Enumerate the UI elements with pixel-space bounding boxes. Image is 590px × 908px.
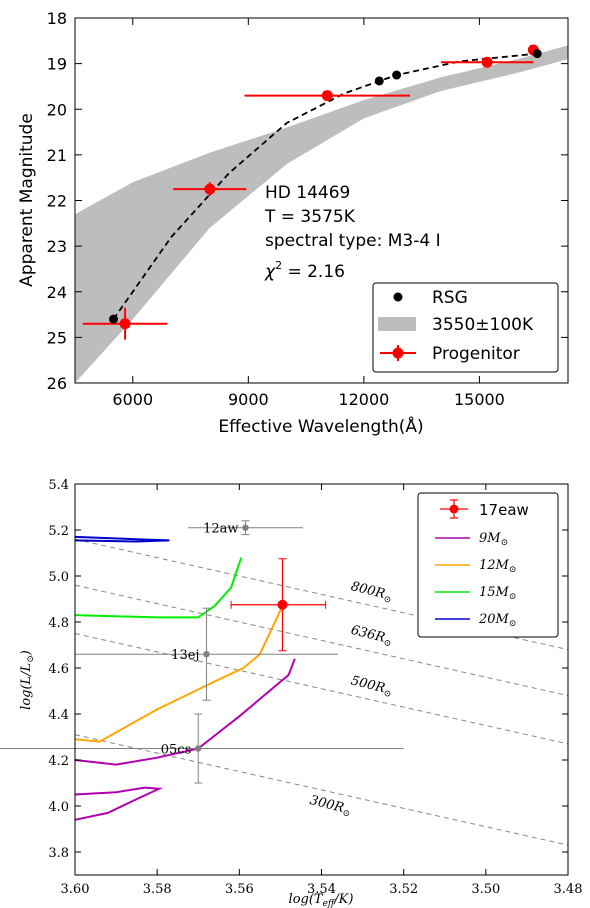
x2-tick-label-6: 3.48 [554,882,583,897]
legend-2: 17eaw 9M⊙ 12M⊙ 15M⊙ 20M⊙ [417,492,559,638]
comp-point-0 [242,524,249,531]
progenitor-point-1 [204,183,216,195]
radius-label-2: 500R⊙ [349,673,394,700]
x2-tick-label-2: 3.56 [225,882,254,897]
y2-tick-label-1: 4.0 [48,800,69,815]
comp-point-2 [195,745,202,752]
comp-label-1: 13ej [171,648,199,663]
x2-tick-label-3: 3.54 [307,882,336,897]
rsg-point-2 [392,70,402,80]
y-tick-label-7: 25 [47,328,67,347]
y2-tick-label-3: 4.4 [48,708,69,723]
y2-tick-label-4: 4.6 [48,662,69,677]
y-tick-label-1: 19 [47,55,67,74]
track-15M [74,557,243,619]
x-axis-ticks-2: 3.60 3.58 3.56 3.54 3.52 3.50 3.48 [61,484,583,897]
progenitor-point-0 [119,318,131,330]
x-tick-label-1: 9000 [228,390,269,409]
y2-tick-label-6: 5.0 [48,570,69,585]
sed-chart: 6000 9000 12000 15000 18 19 20 21 22 23 24 25 26 Ef… [17,9,569,437]
legend-1: RSG 3550±100K Progenitor [372,282,559,373]
y2-tick-label-0: 3.8 [48,846,69,861]
y2-tick-label-8: 5.4 [48,478,69,493]
x-tick-label-0: 6000 [112,390,153,409]
radius-line-2 [74,633,569,745]
y-tick-label-8: 26 [47,374,67,393]
x-tick-label-3: 15000 [454,390,505,409]
legend-progenitor-label: Progenitor [432,344,520,364]
progenitor-17eaw [230,558,327,652]
y-tick-label-5: 23 [47,237,67,256]
legend-rsg-marker [393,292,403,302]
17eaw-point [277,599,288,610]
rsg-points [109,49,542,324]
annotation-type: spectral type: M3-4 I [265,231,441,251]
comp-point-1 [203,651,210,658]
y-axis-ticks: 18 19 20 21 22 23 24 25 26 [47,9,568,393]
annotation-chi2: χ2 = 2.16 [264,259,345,282]
legend-band-swatch [378,317,416,331]
legend-rsg-label: RSG [432,288,468,308]
progenitor-point-2 [321,90,333,102]
x-tick-label-2: 12000 [338,390,389,409]
radius-line-0 [74,538,569,651]
evolution-tracks [74,535,296,821]
temperature-band [75,45,568,383]
radius-label-0: 800R⊙ [349,579,394,606]
legend-12m-label: 12M⊙ [479,558,516,575]
legend-20m-label: 20M⊙ [478,612,516,629]
track-20M [74,535,170,543]
radius-label-1: 636R⊙ [349,623,394,650]
legend-17eaw-marker [449,504,459,514]
progenitor-point-3 [481,56,493,68]
track-12M [74,605,284,743]
y-axis-ticks-2: 3.8 4.0 4.2 4.4 4.6 4.8 5.0 5.2 5.4 [48,478,568,861]
progenitor-points [82,44,539,340]
y2-tick-label-5: 4.8 [48,616,69,631]
rsg-model-curve [112,52,538,320]
y-axis-label: Apparent Magnitude [17,113,37,287]
annotation-star: HD 14469 [265,183,350,203]
radius-line-1 [74,584,569,697]
legend-15m-label: 15M⊙ [479,585,516,602]
rsg-point-0 [109,314,119,324]
x2-tick-label-5: 3.50 [471,882,500,897]
temperature-band-area [75,45,568,383]
x-axis-label: Effective Wavelength(Å) [218,415,423,437]
y-tick-label-6: 24 [47,283,67,302]
y2-tick-label-7: 5.2 [48,524,69,539]
x2-tick-label-0: 3.60 [61,882,90,897]
y2-tick-label-2: 4.2 [48,754,69,769]
comparison-points: 12aw 13ej 05cs [0,520,404,784]
y-tick-label-3: 21 [47,146,67,165]
legend-17eaw-label: 17eaw [479,501,529,519]
y-tick-label-0: 18 [47,9,67,28]
x2-tick-label-1: 3.58 [143,882,172,897]
legend-band-label: 3550±100K [432,315,534,335]
rsg-point-1 [374,76,384,86]
x-axis-ticks: 6000 9000 12000 15000 [112,18,505,409]
x-axis-label-2: log(Teff/K) [289,892,354,908]
legend-9m-label: 9M⊙ [479,531,508,548]
radius-label-3: 300R⊙ [308,793,353,820]
comp-label-0: 12aw [203,522,238,537]
comp-label-2: 05cs [161,743,192,758]
track-9M_loop [74,786,164,821]
radius-line-3 [74,734,569,846]
y-axis-label-2: log(L/L⊙) [19,650,36,710]
y-tick-label-2: 20 [47,100,67,119]
rsg-dashed-curve [112,52,538,320]
annotation-temp: T = 3575K [264,207,356,227]
x2-tick-label-4: 3.52 [389,882,418,897]
rsg-point-3 [532,49,542,59]
legend-progenitor-marker [392,347,404,359]
y-tick-label-4: 22 [47,192,67,211]
